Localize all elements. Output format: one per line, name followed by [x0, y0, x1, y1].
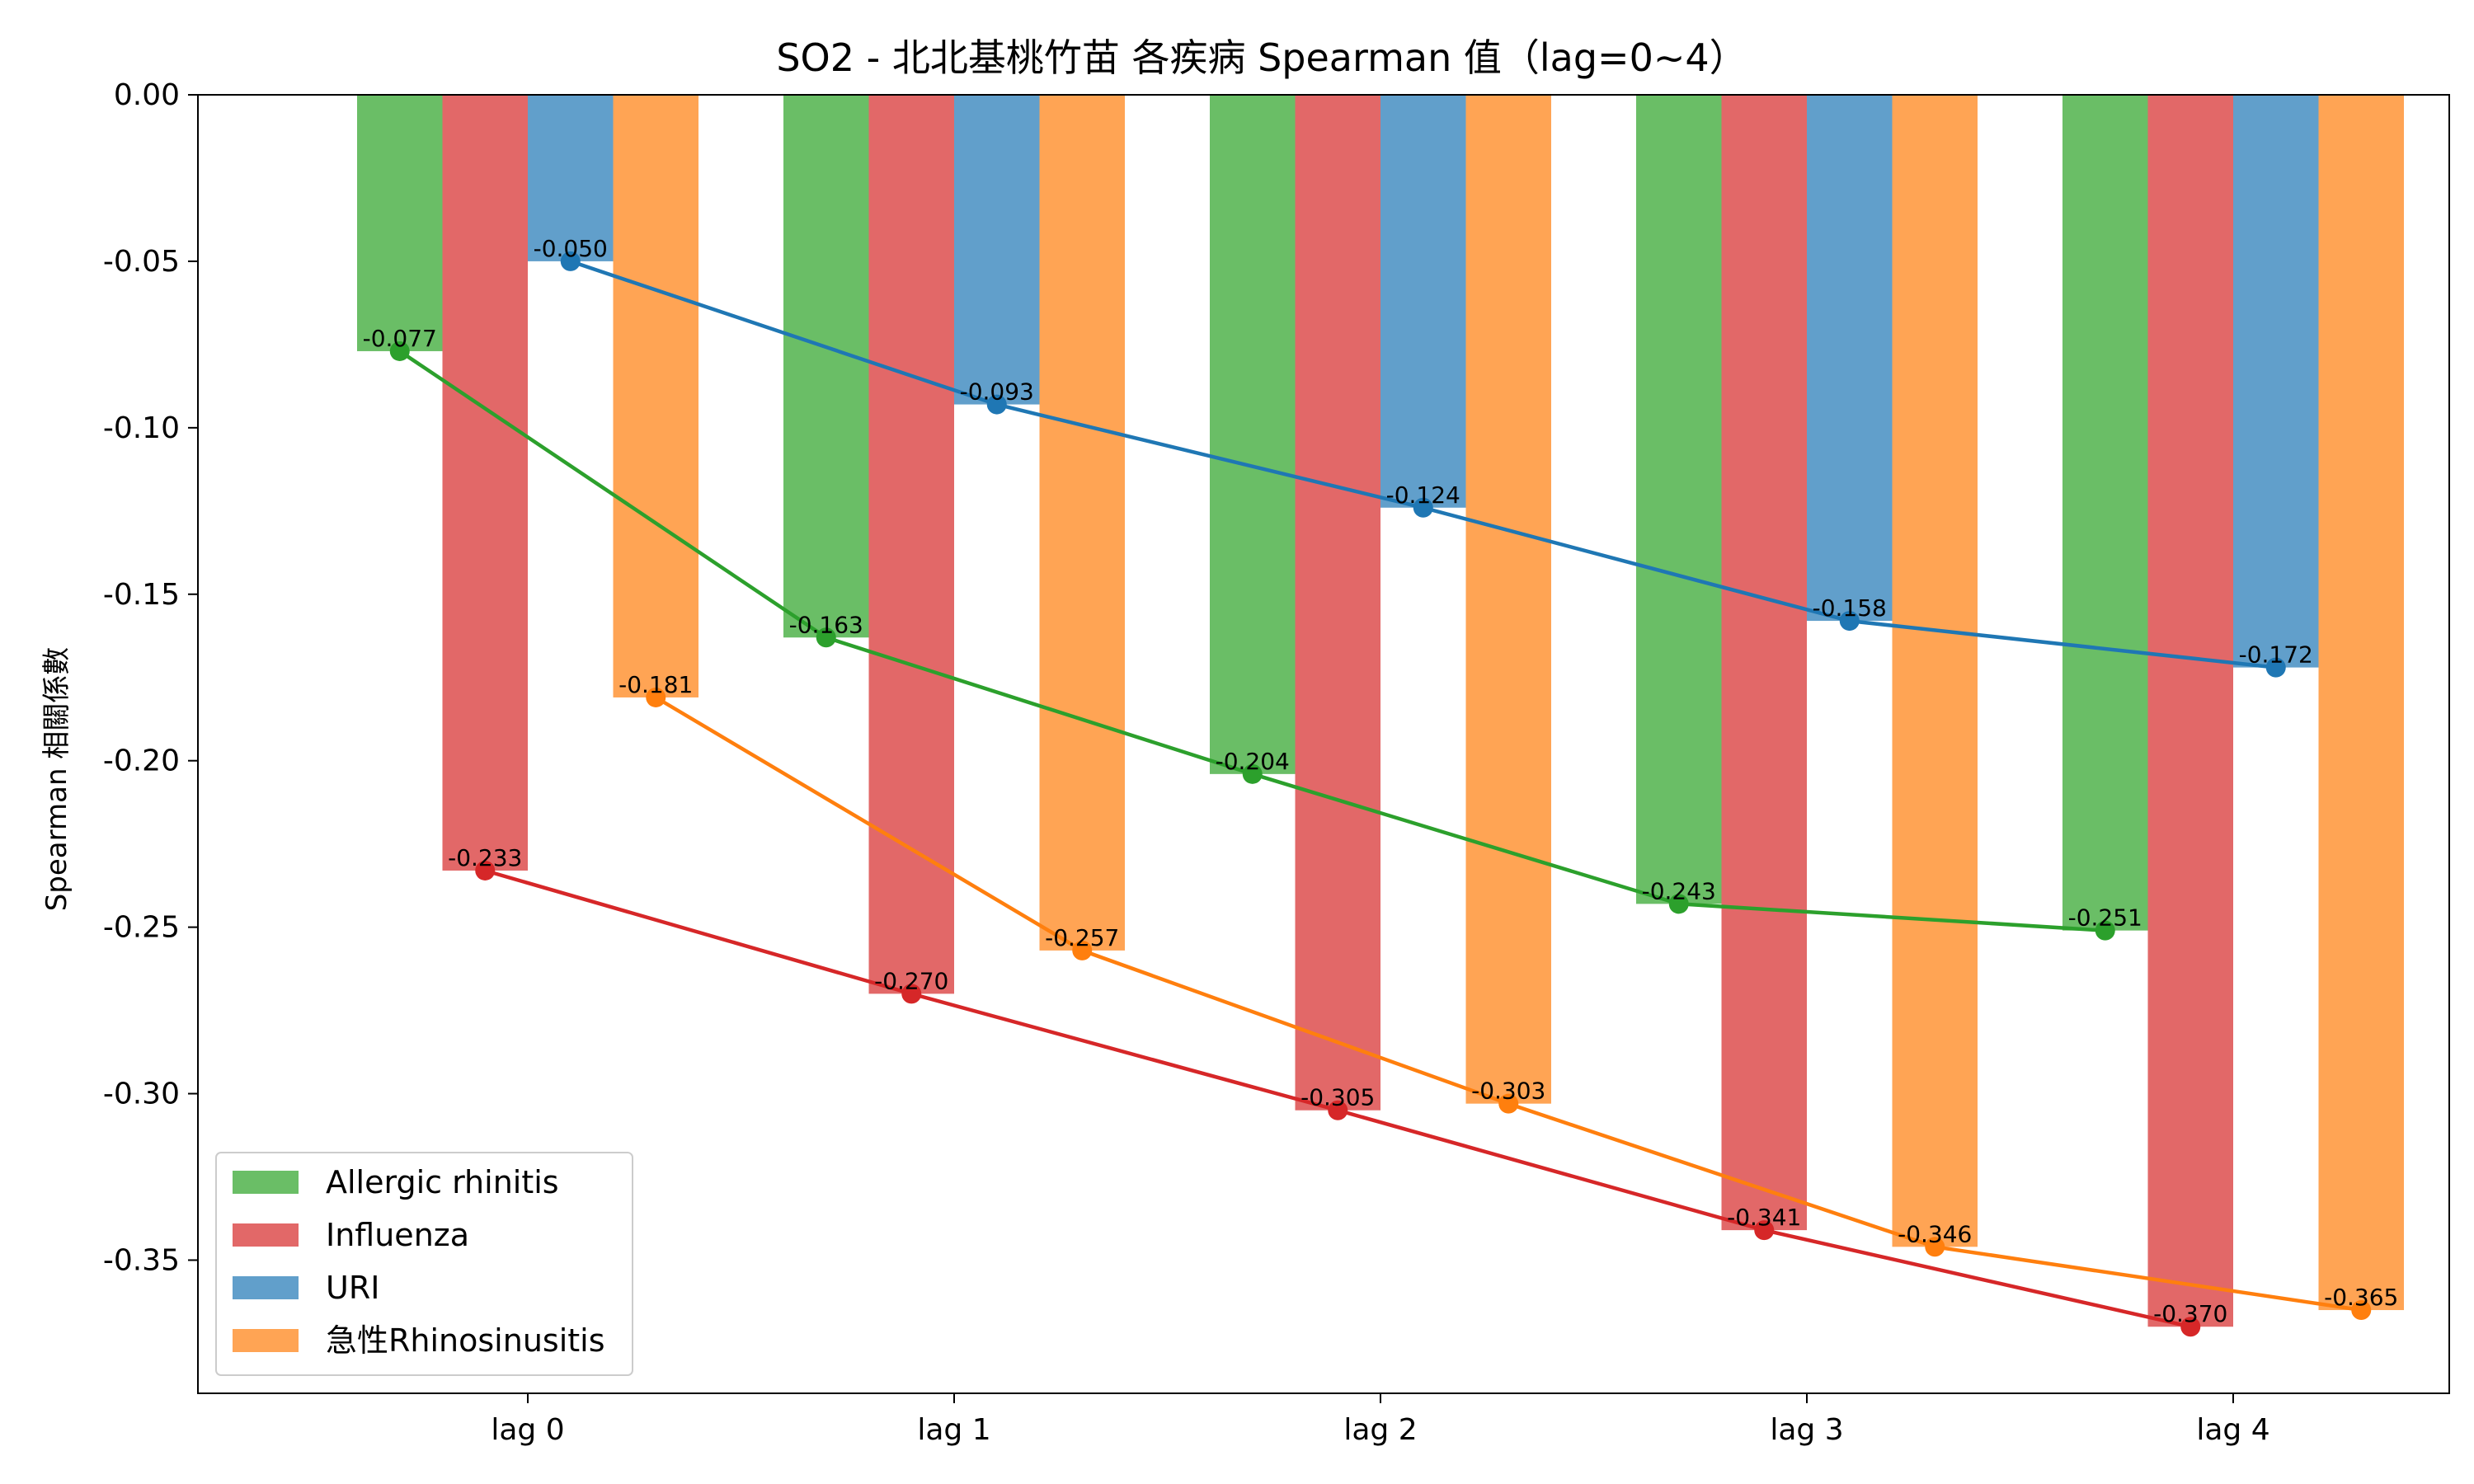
data-label: -0.370: [2153, 1300, 2227, 1327]
data-label: -0.204: [1216, 748, 1290, 775]
data-label: -0.093: [960, 378, 1034, 406]
bar: [2318, 95, 2404, 1311]
y-tick-label: -0.35: [103, 1243, 180, 1277]
legend-swatch: [233, 1171, 299, 1194]
data-point: [2265, 657, 2286, 678]
data-point: [1072, 940, 1093, 960]
data-point: [2180, 1317, 2201, 1337]
legend-label: URI: [326, 1270, 379, 1306]
bar: [528, 95, 614, 261]
data-label: -0.233: [448, 844, 522, 871]
data-label: -0.172: [2239, 641, 2313, 669]
legend-swatch: [233, 1329, 299, 1352]
y-tick-label: 0.00: [114, 78, 180, 112]
legend: Allergic rhinitis Influenza URI 急性Rhinosinu…: [215, 1152, 633, 1376]
data-label: -0.270: [874, 967, 948, 994]
x-tick-label: lag 4: [2196, 1413, 2269, 1447]
bar: [442, 95, 528, 871]
data-point: [1925, 1237, 1945, 1257]
bar: [613, 95, 698, 697]
legend-label: Influenza: [326, 1217, 469, 1253]
data-point: [1668, 894, 1689, 914]
bar: [1039, 95, 1125, 951]
data-label: -0.050: [534, 235, 608, 262]
bar: [1210, 95, 1296, 774]
y-tick-label: -0.30: [103, 1078, 180, 1111]
data-point: [475, 860, 496, 881]
x-tick-label: lag 1: [917, 1413, 990, 1447]
legend-swatch: [233, 1276, 299, 1299]
legend-label: 急性Rhinosinusitis: [326, 1322, 605, 1359]
bar: [868, 95, 954, 994]
x-tick-label: lag 3: [1770, 1413, 1843, 1447]
data-point: [389, 340, 410, 361]
bars-layer: [357, 95, 2404, 1327]
bar: [1295, 95, 1380, 1111]
data-label: -0.305: [1300, 1084, 1375, 1111]
bar: [783, 95, 869, 638]
y-tick-label: -0.15: [103, 578, 180, 612]
data-label: -0.124: [1386, 481, 1460, 509]
data-label: -0.077: [363, 325, 437, 352]
bar: [1892, 95, 1978, 1247]
data-label: -0.251: [2068, 904, 2142, 932]
data-label: -0.243: [1642, 877, 1716, 904]
bar: [2062, 95, 2148, 931]
data-point: [1498, 1093, 1519, 1114]
bar: [1636, 95, 1722, 904]
lines-layer: [389, 251, 2372, 1337]
y-tick-label: -0.10: [103, 411, 180, 445]
x-tick-label: lag 0: [491, 1413, 564, 1447]
bar: [954, 95, 1040, 405]
y-axis-label: Spearman 相關係數: [40, 647, 73, 912]
legend-swatch: [233, 1223, 299, 1247]
y-tick-label: -0.05: [103, 245, 180, 279]
x-axis-ticks: lag 0 lag 1 lag 2 lag 3 lag 4: [491, 1393, 2270, 1447]
bar: [1721, 95, 1807, 1231]
data-label: -0.257: [1045, 924, 1119, 951]
data-label: -0.365: [2324, 1284, 2398, 1311]
data-label: -0.303: [1471, 1078, 1545, 1105]
data-point: [1328, 1100, 1348, 1120]
data-point: [2095, 920, 2115, 941]
bar: [1380, 95, 1466, 508]
bar: [1465, 95, 1551, 1104]
y-tick-label: -0.20: [103, 744, 180, 778]
y-axis-ticks: 0.00 -0.05 -0.10 -0.15 -0.20 -0.25 -0.30 -0.35: [103, 78, 198, 1277]
data-label: -0.346: [1898, 1220, 1972, 1247]
y-tick-label: -0.25: [103, 911, 180, 945]
bar: [2147, 95, 2233, 1327]
data-labels-layer: -0.077 -0.163 -0.204 -0.243 -0.251 -0.233 -0.2…: [363, 235, 2399, 1327]
bar: [357, 95, 443, 351]
legend-frame: [215, 1152, 633, 1376]
data-point: [646, 687, 666, 707]
data-point: [1754, 1220, 1775, 1241]
data-label: -0.181: [618, 671, 693, 698]
plot-frame: [197, 94, 2450, 1394]
x-tick-label: lag 2: [1343, 1413, 1417, 1447]
data-point: [901, 984, 922, 1004]
data-point: [1242, 763, 1263, 784]
data-point: [1413, 497, 1433, 518]
chart-title: SO2 - 北北基桃竹苗 各疾病 Spearman 值（lag=0~4）: [776, 35, 1747, 80]
data-label: -0.341: [1727, 1204, 1801, 1231]
data-point: [816, 627, 836, 648]
data-label: -0.158: [1813, 594, 1887, 622]
bar: [1807, 95, 1893, 622]
data-point: [1839, 611, 1860, 632]
bar: [2233, 95, 2319, 668]
data-point: [986, 394, 1007, 415]
legend-label: Allergic rhinitis: [326, 1164, 559, 1200]
data-label: -0.163: [789, 611, 863, 638]
data-point: [560, 251, 581, 271]
data-point: [2351, 1300, 2372, 1321]
